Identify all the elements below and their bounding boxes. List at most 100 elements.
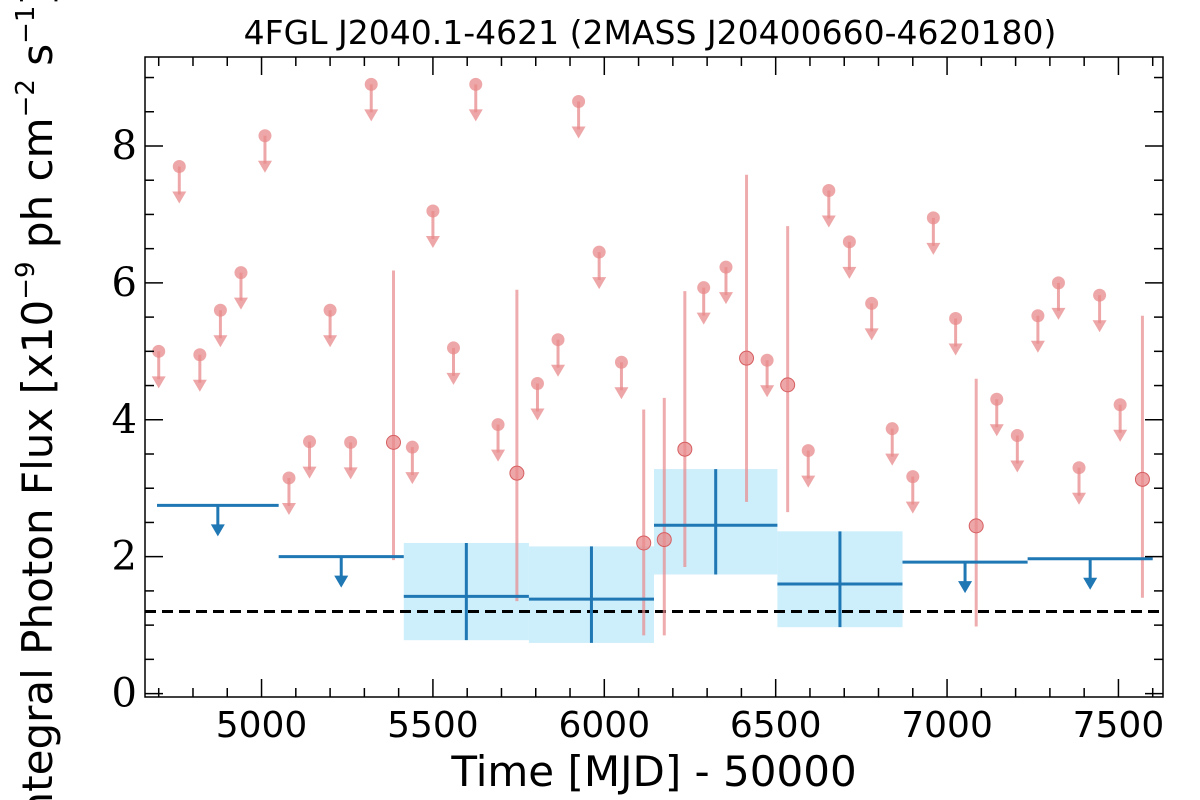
upper-limit-point: [885, 422, 899, 436]
upper-limit-point: [193, 348, 207, 362]
upper-limit-point: [1093, 288, 1107, 302]
upper-limit-point: [172, 160, 186, 174]
y-tick-label: 0: [112, 671, 137, 717]
upper-limit-point: [1010, 429, 1024, 443]
detection-point: [739, 350, 755, 366]
upper-limit-arrow-head: [885, 453, 900, 466]
upper-limit-point: [303, 435, 317, 449]
upper-limit-arrow-head: [491, 449, 506, 462]
detection-point: [780, 377, 796, 393]
upper-limit-arrow-head: [213, 335, 228, 348]
y-axis-label: Integral Photon Flux [x10−9 ph cm−2 s−1]: [11, 0, 62, 800]
upper-limit-arrow-head: [842, 266, 857, 279]
plot-frame: [144, 56, 1164, 698]
upper-limit-point: [906, 470, 920, 484]
upper-limit-arrow-head: [760, 385, 775, 398]
upper-limit-arrow-head: [551, 364, 566, 377]
upper-limit-arrow-head: [281, 502, 296, 515]
upper-limit-point: [282, 471, 296, 485]
upper-limit-point: [865, 296, 879, 310]
upper-limit-arrow-head: [614, 387, 629, 400]
x-tick-label: 7000: [901, 705, 993, 746]
detection-point: [656, 532, 672, 548]
upper-limit-arrow-head: [364, 109, 379, 122]
upper-limit-arrow-head: [592, 277, 607, 290]
upper-limit-arrow-head: [948, 343, 963, 356]
upper-limit-arrow-head: [192, 379, 207, 392]
x-tick-label: 7500: [1073, 705, 1165, 746]
upper-limit-arrow-head: [989, 424, 1004, 437]
upper-limit-point: [551, 333, 565, 347]
y-axis-label-text: ph cm: [13, 117, 62, 261]
x-tick-label: 5500: [387, 705, 479, 746]
upper-limit-arrow-head: [257, 160, 272, 173]
detection-point: [636, 535, 652, 551]
upper-limit-arrow-head: [1010, 460, 1025, 473]
upper-limit-arrow-head: [1092, 320, 1107, 333]
upper-limit-arrow-head: [821, 215, 836, 228]
detection-point: [509, 465, 525, 481]
upper-limit-point: [258, 129, 272, 143]
upper-limit-arrow-head: [468, 109, 483, 122]
upper-limit-point: [801, 444, 815, 458]
x-axis-label: Time [MJD] - 50000: [450, 747, 856, 796]
upper-limit-point: [842, 235, 856, 249]
upper-limit-point: [152, 344, 166, 358]
y-tick-label: 6: [112, 260, 137, 306]
y-axis-label-text: Integral Photon Flux [x10: [13, 300, 62, 800]
upper-limit-point: [697, 281, 711, 295]
x-tick-label: 6500: [730, 705, 822, 746]
upper-limit-arrow-head: [1030, 340, 1045, 353]
y-tick-label: 2: [112, 534, 137, 580]
upper-limit-arrow-head: [233, 297, 248, 310]
upper-limit-arrow-head: [334, 575, 349, 588]
upper-limit-point: [530, 377, 544, 391]
upper-limit-point: [614, 355, 628, 369]
detection-point: [386, 434, 402, 450]
upper-limit-point: [491, 418, 505, 432]
upper-limit-point: [1113, 398, 1127, 412]
upper-limit-arrow-head: [323, 335, 338, 348]
upper-limit-arrow-head: [1083, 577, 1098, 590]
upper-limit-point: [1072, 461, 1086, 475]
y-axis-label-exponent: −9: [11, 261, 41, 299]
y-axis-label-text: s: [13, 44, 62, 79]
upper-limit-point: [572, 94, 586, 108]
long-bin-series: [156, 469, 1153, 643]
upper-limit-arrow-head: [926, 242, 941, 255]
upper-limit-arrow-head: [1051, 307, 1066, 320]
axis-ticks: 5000 5500 6000 6500 7000 7500 0 2 4 6 8: [112, 57, 1165, 746]
upper-limit-point: [1051, 276, 1065, 290]
upper-limit-arrow-head: [1113, 429, 1128, 442]
short-bin-series: [151, 77, 1150, 636]
upper-limit-point: [364, 77, 378, 91]
upper-limit-arrow-head: [425, 236, 440, 249]
upper-limit-point: [949, 311, 963, 325]
upper-limit-point: [1031, 309, 1045, 323]
upper-limit-point: [469, 77, 483, 91]
upper-limit-point: [426, 204, 440, 218]
upper-limit-arrow-head: [172, 191, 187, 204]
x-tick-label: 5000: [216, 705, 308, 746]
chart-title: 4FGL J2040.1-4621 (2MASS J20400660-46201…: [244, 13, 1057, 52]
upper-limit-point: [926, 211, 940, 225]
y-axis-label-exponent: −1: [11, 6, 41, 44]
detection-point: [677, 441, 693, 457]
upper-limit-point: [213, 303, 227, 317]
upper-limit-arrow-head: [343, 467, 358, 480]
upper-limit-point: [344, 435, 358, 449]
y-axis-label-text: ]: [13, 0, 62, 6]
upper-limit-arrow-head: [905, 501, 920, 514]
upper-limit-arrow-head: [405, 472, 420, 485]
upper-limit-point: [405, 440, 419, 454]
upper-limit-arrow-head: [151, 376, 166, 389]
y-axis-label-exponent: −2: [11, 79, 41, 117]
y-tick-label: 8: [112, 123, 137, 169]
upper-limit-arrow-head: [718, 292, 733, 305]
upper-limit-arrow-head: [530, 408, 545, 421]
upper-limit-arrow-head: [302, 466, 317, 479]
uncertainty-bands: [403, 469, 903, 643]
upper-limit-arrow-head: [864, 328, 879, 341]
detection-point: [1134, 471, 1150, 487]
